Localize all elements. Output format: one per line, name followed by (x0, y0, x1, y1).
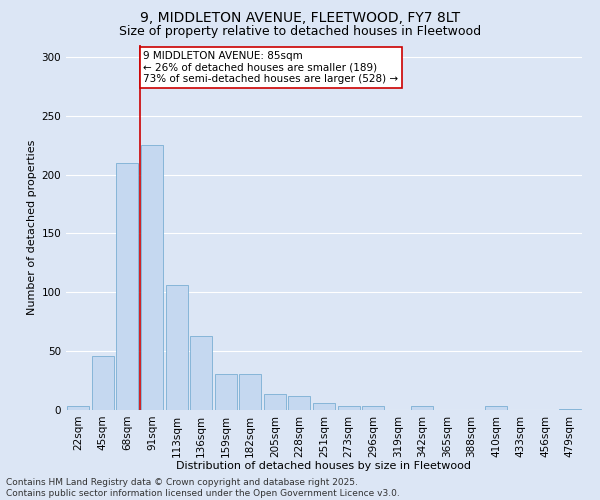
Bar (166, 285, 188, 410)
X-axis label: Distribution of detached houses by size in Fleetwood: Distribution of detached houses by size … (176, 461, 472, 471)
Bar (190, 336, 212, 410)
Bar (92, 356, 114, 410)
Text: 9, MIDDLETON AVENUE, FLEETWOOD, FY7 8LT: 9, MIDDLETON AVENUE, FLEETWOOD, FY7 8LT (140, 11, 460, 25)
Bar (239, 374, 262, 410)
Text: Contains HM Land Registry data © Crown copyright and database right 2025.
Contai: Contains HM Land Registry data © Crown c… (6, 478, 400, 498)
Bar (215, 374, 237, 410)
Bar (289, 396, 310, 410)
Text: Size of property relative to detached houses in Fleetwood: Size of property relative to detached ho… (119, 25, 481, 38)
Bar (313, 403, 335, 410)
Bar (559, 409, 581, 410)
Bar (141, 145, 163, 410)
Bar (338, 406, 359, 410)
Bar (485, 406, 507, 410)
Text: 9 MIDDLETON AVENUE: 85sqm
← 26% of detached houses are smaller (189)
73% of semi: 9 MIDDLETON AVENUE: 85sqm ← 26% of detac… (143, 51, 398, 84)
Y-axis label: Number of detached properties: Number of detached properties (27, 140, 37, 315)
Bar (67, 406, 89, 410)
Bar (362, 406, 384, 410)
Bar (411, 406, 433, 410)
Bar (264, 394, 286, 410)
Bar (116, 162, 139, 410)
